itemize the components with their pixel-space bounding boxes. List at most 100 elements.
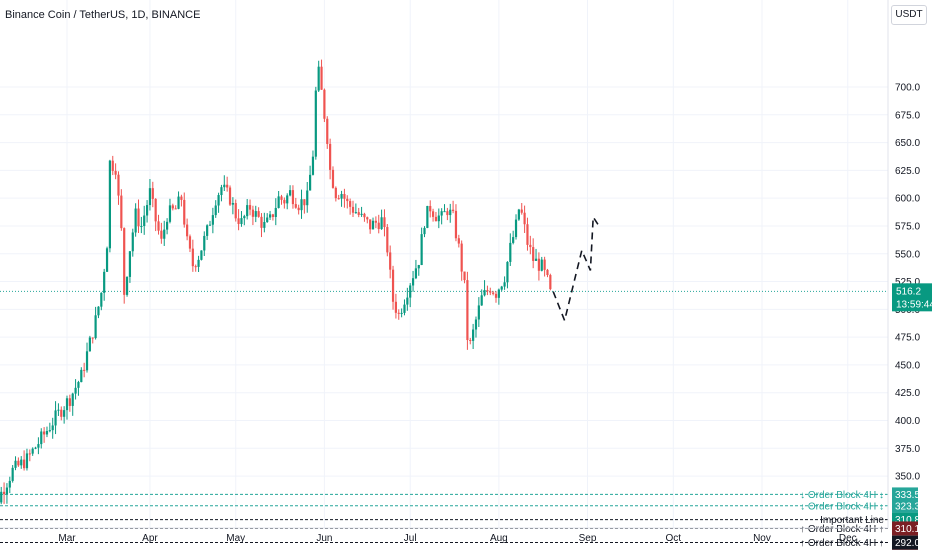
candle-body (443, 211, 446, 213)
candle-body (171, 205, 174, 209)
candle-body (514, 219, 518, 238)
candle-body (74, 387, 77, 394)
candle-body (191, 248, 194, 267)
candle (291, 185, 295, 209)
candle-body (151, 188, 154, 199)
candle-body (34, 447, 37, 449)
candle (71, 392, 74, 416)
candle (123, 227, 126, 304)
candle (394, 293, 397, 319)
candle-body (211, 215, 214, 225)
candle-body (440, 211, 443, 216)
candle (506, 261, 509, 289)
candle (514, 214, 518, 240)
candle-body (429, 205, 432, 212)
candle-body (57, 409, 60, 411)
candle-body (349, 201, 352, 207)
candle (303, 199, 306, 214)
candle (103, 268, 106, 301)
candle-body (134, 208, 137, 233)
candle (366, 216, 369, 224)
candle (369, 219, 372, 234)
candle (14, 456, 17, 471)
time-tick-label: Sep (579, 533, 597, 544)
candle (449, 203, 452, 223)
candle-body (463, 271, 466, 281)
candle (357, 207, 360, 218)
candle-body (91, 337, 94, 339)
candle-body (231, 203, 234, 205)
candle-body (131, 232, 134, 252)
candle (383, 209, 386, 237)
projection-path (552, 214, 600, 324)
candle (297, 204, 300, 215)
candle (546, 268, 549, 278)
candle-body (77, 382, 80, 388)
candle-body (431, 211, 435, 217)
candle (211, 207, 214, 234)
candle (166, 218, 169, 235)
candle-body (263, 222, 266, 228)
candle-body (45, 430, 49, 435)
candle-body (251, 209, 254, 217)
candle (317, 60, 320, 92)
candle-body (346, 198, 349, 202)
time-axis[interactable]: Mar Apr May Jun Jul Aug Sep Oct Nov Dec (0, 527, 888, 544)
candle-body (257, 211, 260, 217)
price-tick-label: 450.0 (895, 360, 920, 371)
candle-body (240, 218, 243, 225)
candle (346, 195, 349, 209)
candle-body (303, 199, 306, 206)
candle (523, 205, 526, 233)
candle (520, 203, 523, 215)
candle-body (80, 369, 83, 383)
level-label: ↑ Order Block 4H ↑ (800, 538, 884, 549)
candle-body (546, 269, 549, 276)
candle (363, 212, 366, 222)
time-tick-label: Jun (316, 533, 332, 544)
candle-body (123, 228, 126, 295)
candle (31, 447, 34, 456)
candle-body (532, 247, 535, 261)
candle (489, 287, 492, 296)
candle (194, 264, 197, 272)
candle (246, 198, 249, 220)
candle (191, 239, 194, 272)
level-badge-text: 310.8 (895, 515, 920, 526)
candle-body (203, 235, 206, 251)
candle (111, 155, 114, 176)
candle (251, 205, 254, 226)
candle (280, 194, 283, 205)
candle (452, 200, 455, 214)
candle (220, 184, 223, 202)
candle (40, 428, 43, 449)
candle-body (157, 221, 160, 231)
candle (168, 198, 172, 224)
candle (286, 193, 289, 210)
candle-body (63, 410, 66, 417)
price-axis[interactable]: 350.0375.0400.0425.0450.0475.0500.0525.0… (887, 0, 920, 528)
candle (409, 283, 412, 308)
candle-body (223, 184, 226, 188)
candle-body (108, 160, 111, 249)
candle (125, 276, 129, 297)
candle-body (537, 258, 540, 271)
currency-selector[interactable]: USDT (891, 5, 927, 25)
candle (171, 203, 174, 211)
candle-body (117, 174, 120, 196)
candle (180, 194, 183, 207)
candle-body (503, 282, 506, 287)
candle (54, 401, 57, 435)
candle-body (100, 292, 103, 307)
candle-body (208, 224, 212, 226)
candle (423, 226, 426, 238)
price-tick-label: 600.0 (895, 194, 920, 205)
candle (266, 213, 269, 223)
candle (8, 476, 11, 494)
time-tick-label: Mar (58, 533, 76, 544)
candle-body (60, 409, 63, 417)
candle-body (369, 219, 372, 230)
candle (492, 290, 495, 296)
candle-body (228, 187, 232, 205)
